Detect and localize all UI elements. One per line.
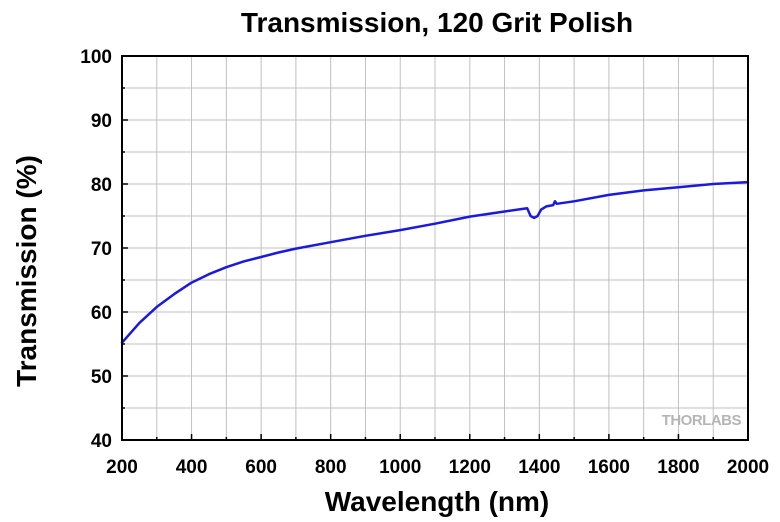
x-tick-label: 1800 bbox=[657, 457, 699, 478]
x-tick-labels: 200 400 600 800 1000 1200 1400 1600 1800 2000 bbox=[106, 457, 769, 478]
y-tick-label: 100 bbox=[80, 47, 112, 68]
y-tick-label: 60 bbox=[91, 303, 112, 324]
x-tick-label: 1400 bbox=[518, 457, 560, 478]
x-tick-label: 1000 bbox=[379, 457, 421, 478]
series-lines bbox=[120, 180, 750, 344]
x-axis-label: Wavelength (nm) bbox=[325, 486, 550, 517]
x-tick-label: 2000 bbox=[727, 457, 769, 478]
plot-frame bbox=[121, 55, 749, 441]
x-tick-label: 200 bbox=[106, 457, 138, 478]
y-axis-label: Transmission (%) bbox=[11, 155, 42, 387]
thorlabs-watermark: THORLABS bbox=[662, 412, 742, 429]
x-tick-label: 800 bbox=[315, 457, 347, 478]
x-tick-label: 1200 bbox=[449, 457, 491, 478]
y-tick-label: 40 bbox=[91, 431, 112, 452]
y-tick-labels: 40 50 60 70 80 90 100 bbox=[80, 47, 112, 452]
x-tick-label: 1600 bbox=[588, 457, 630, 478]
x-tick-label: 600 bbox=[245, 457, 277, 478]
y-tick-label: 90 bbox=[91, 111, 112, 132]
chart-title: Transmission, 120 Grit Polish bbox=[241, 7, 633, 38]
y-tick-label: 80 bbox=[91, 175, 112, 196]
x-tick-label: 400 bbox=[176, 457, 208, 478]
y-tick-label: 70 bbox=[91, 239, 112, 260]
y-tick-label: 50 bbox=[91, 367, 112, 388]
transmission-series-line bbox=[120, 180, 750, 344]
gridlines bbox=[122, 56, 748, 440]
